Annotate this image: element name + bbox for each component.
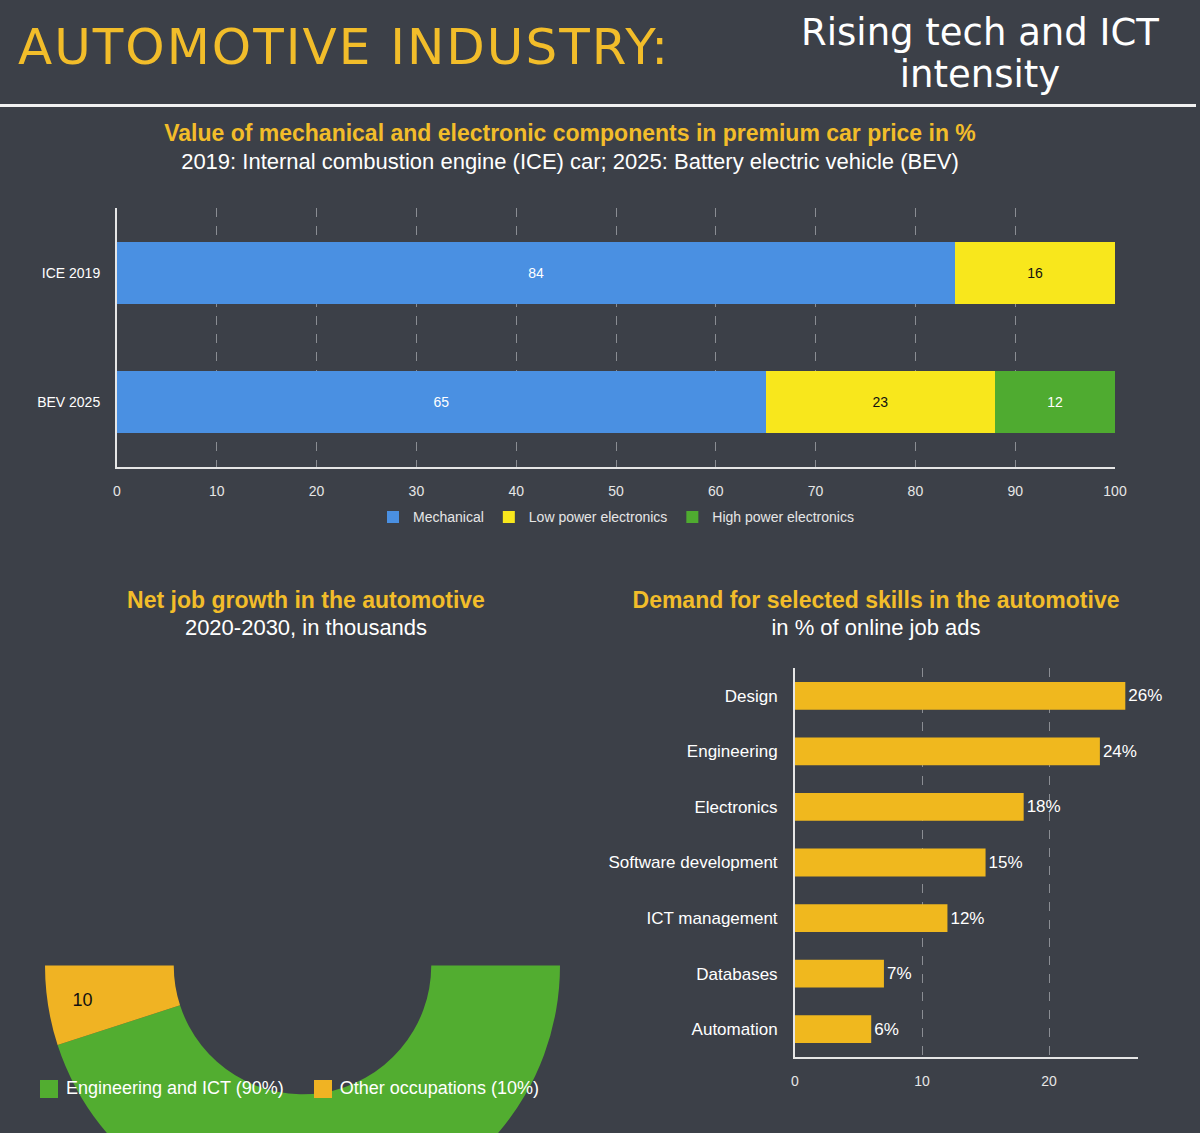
- svg-text:0: 0: [791, 1073, 799, 1089]
- svg-text:60: 60: [708, 483, 724, 499]
- html-text:2019: Internal combustion engi: 2019: Internal combustion engine (ICE) c…: [181, 149, 959, 174]
- svg-text:Low power electronics: Low power electronics: [529, 509, 668, 525]
- svg-text:16: 16: [1027, 265, 1043, 281]
- svg-text:ICT management: ICT management: [647, 909, 778, 928]
- svg-text:70: 70: [808, 483, 824, 499]
- svg-text:65: 65: [433, 394, 449, 410]
- svg-text:20: 20: [1041, 1073, 1057, 1089]
- svg-text:12: 12: [1047, 394, 1063, 410]
- svg-text:Mechanical: Mechanical: [413, 509, 484, 525]
- html-text:Engineering and ICT (90%): Engineering and ICT (90%): [66, 1078, 284, 1098]
- svg-text:90: 90: [1007, 483, 1023, 499]
- svg-text:ICE 2019: ICE 2019: [42, 265, 101, 281]
- html-text:Value of mechanical and electr: Value of mechanical and electronic compo…: [164, 120, 976, 146]
- html-text:AUTOMOTIVE INDUSTRY:: AUTOMOTIVE INDUSTRY:: [18, 18, 670, 76]
- svg-text:30: 30: [409, 483, 425, 499]
- html-text:Net job growth in the automoti: Net job growth in the automotive: [127, 587, 485, 613]
- svg-text:23: 23: [873, 394, 889, 410]
- html-text:in % of online job ads: in % of online job ads: [771, 615, 981, 640]
- svg-text:High power electronics: High power electronics: [712, 509, 854, 525]
- html-text:Demand for selected skills in: Demand for selected skills in the automo…: [632, 587, 1120, 613]
- svg-text:26%: 26%: [1128, 686, 1162, 705]
- svg-text:BEV 2025: BEV 2025: [37, 394, 100, 410]
- svg-text:12%: 12%: [950, 909, 984, 928]
- svg-text:Databases: Databases: [696, 965, 777, 984]
- svg-text:18%: 18%: [1027, 797, 1061, 816]
- svg-text:20: 20: [309, 483, 325, 499]
- svg-text:Design: Design: [725, 687, 778, 706]
- svg-text:Automation: Automation: [692, 1020, 778, 1039]
- svg-text:50: 50: [608, 483, 624, 499]
- svg-text:Electronics: Electronics: [694, 798, 777, 817]
- svg-text:10: 10: [209, 483, 225, 499]
- html-text:2020-2030, in thousands: 2020-2030, in thousands: [184, 615, 428, 640]
- svg-text:10: 10: [914, 1073, 930, 1089]
- svg-text:6%: 6%: [874, 1020, 899, 1039]
- svg-text:7%: 7%: [887, 964, 912, 983]
- html-text:Rising tech and ICT intensity: Rising tech and ICT intensity: [801, 11, 1159, 96]
- svg-text:100: 100: [1103, 483, 1127, 499]
- svg-text:Engineering: Engineering: [687, 742, 778, 761]
- svg-text:10: 10: [73, 990, 93, 1010]
- svg-text:84: 84: [528, 265, 544, 281]
- svg-text:Software development: Software development: [608, 853, 777, 872]
- svg-text:80: 80: [908, 483, 924, 499]
- svg-text:24%: 24%: [1103, 742, 1137, 761]
- svg-text:0: 0: [113, 483, 121, 499]
- svg-text:40: 40: [508, 483, 524, 499]
- html-text:Other occupations (10%): Other occupations (10%): [339, 1078, 539, 1098]
- svg-text:15%: 15%: [989, 853, 1023, 872]
